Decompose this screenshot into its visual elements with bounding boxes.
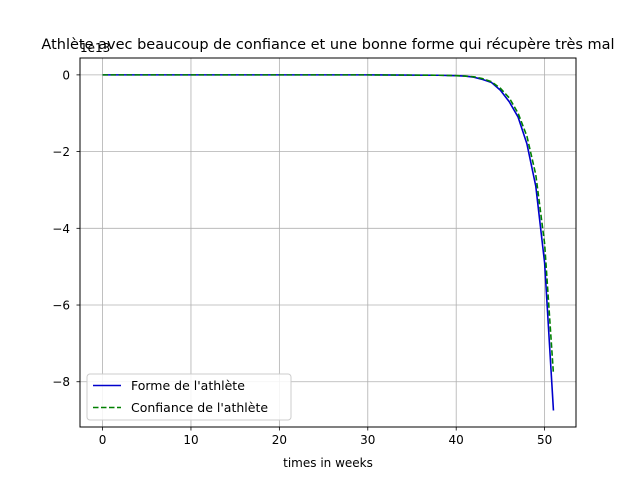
legend-label-confiance: Confiance de l'athlète (131, 400, 268, 415)
legend-label-forme: Forme de l'athlète (131, 378, 245, 393)
y-tick-label: −6 (52, 299, 70, 313)
x-tick-label: 40 (449, 433, 464, 447)
x-tick-label: 10 (183, 433, 198, 447)
y-offset-text: 1e13 (80, 41, 110, 55)
y-tick-label: −4 (52, 222, 70, 236)
x-tick-label: 0 (99, 433, 107, 447)
x-axis-label: times in weeks (283, 456, 373, 470)
x-tick-label: 50 (537, 433, 552, 447)
legend-box (86, 373, 292, 421)
series-lines (102, 74, 555, 411)
x-tick-label: 30 (360, 433, 375, 447)
y-tick-label: 0 (62, 68, 70, 82)
y-tick-label: −8 (52, 375, 70, 389)
legend: Forme de l'athlète Confiance de l'athlèt… (86, 373, 292, 421)
plot-area (80, 58, 576, 427)
chart-title: Athlète avec beaucoup de confiance et un… (41, 37, 614, 53)
series-line-confiance (102, 74, 555, 375)
plot-frame (79, 57, 577, 428)
y-tick-label: −2 (52, 145, 70, 159)
axis-ticks: 0 10 20 30 40 50 0 −2 −4 −6 −8 (52, 68, 552, 447)
grid-lines (80, 58, 576, 427)
x-tick-label: 20 (272, 433, 287, 447)
